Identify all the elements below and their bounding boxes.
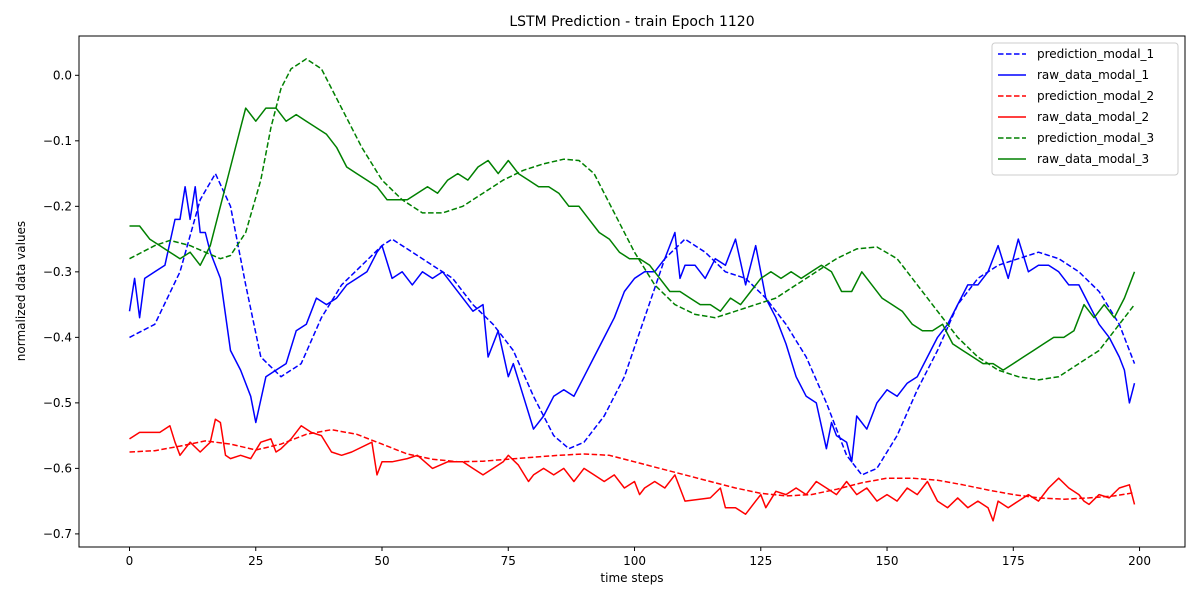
legend-box <box>991 42 1179 176</box>
x-tick-label: 175 <box>1002 554 1025 568</box>
legend-label: prediction_modal_3 <box>1037 131 1154 145</box>
x-tick-label: 150 <box>876 554 899 568</box>
legend-label: raw_data_modal_3 <box>1037 152 1149 166</box>
series-line-prediction-modal-1 <box>129 172 1136 476</box>
plot-frame <box>78 35 1186 548</box>
y-tick-label: 0.0 <box>53 68 72 82</box>
series-line-prediction-modal-3 <box>129 58 1136 381</box>
x-tick-label: 75 <box>501 554 516 568</box>
series-line-raw-data-modal-2 <box>129 418 1136 522</box>
x-axis: 0 25 50 75 100 125 150 175 200 <box>126 547 1151 568</box>
y-tick-label: −0.7 <box>43 527 72 541</box>
y-tick-label: −0.2 <box>43 199 72 213</box>
x-tick-label: 50 <box>374 554 389 568</box>
series-line-raw-data-modal-1 <box>128 185 1136 463</box>
legend-label: prediction_modal_2 <box>1037 89 1154 103</box>
legend-label: raw_data_modal_1 <box>1037 68 1149 82</box>
legend-label: raw_data_modal_2 <box>1037 110 1149 124</box>
y-tick-label: −0.1 <box>43 134 72 148</box>
legend-label: prediction_modal_1 <box>1037 47 1154 61</box>
x-tick-label: 100 <box>623 554 646 568</box>
x-tick-label: 0 <box>126 554 134 568</box>
x-tick-label: 25 <box>248 554 263 568</box>
chart-title: LSTM Prediction - train Epoch 1120 <box>509 14 754 30</box>
y-tick-label: −0.4 <box>43 330 72 344</box>
y-tick-label: −0.3 <box>43 265 72 279</box>
x-axis-label: time steps <box>600 571 663 585</box>
x-tick-label: 125 <box>749 554 772 568</box>
y-tick-label: −0.5 <box>43 396 72 410</box>
y-axis-label: normalized data values <box>14 221 28 361</box>
x-tick-label: 200 <box>1128 554 1151 568</box>
plot-area <box>128 58 1136 522</box>
series-line-raw-data-modal-3 <box>129 107 1136 371</box>
legend: prediction_modal_1 raw_data_modal_1predic… <box>991 42 1179 176</box>
series-line-prediction-modal-2 <box>129 428 1135 500</box>
y-tick-label: −0.6 <box>43 461 72 475</box>
y-axis: 0.0 −0.1 −0.2 −0.3 −0.4 −0.5 −0.6 −0.7 <box>43 68 79 541</box>
